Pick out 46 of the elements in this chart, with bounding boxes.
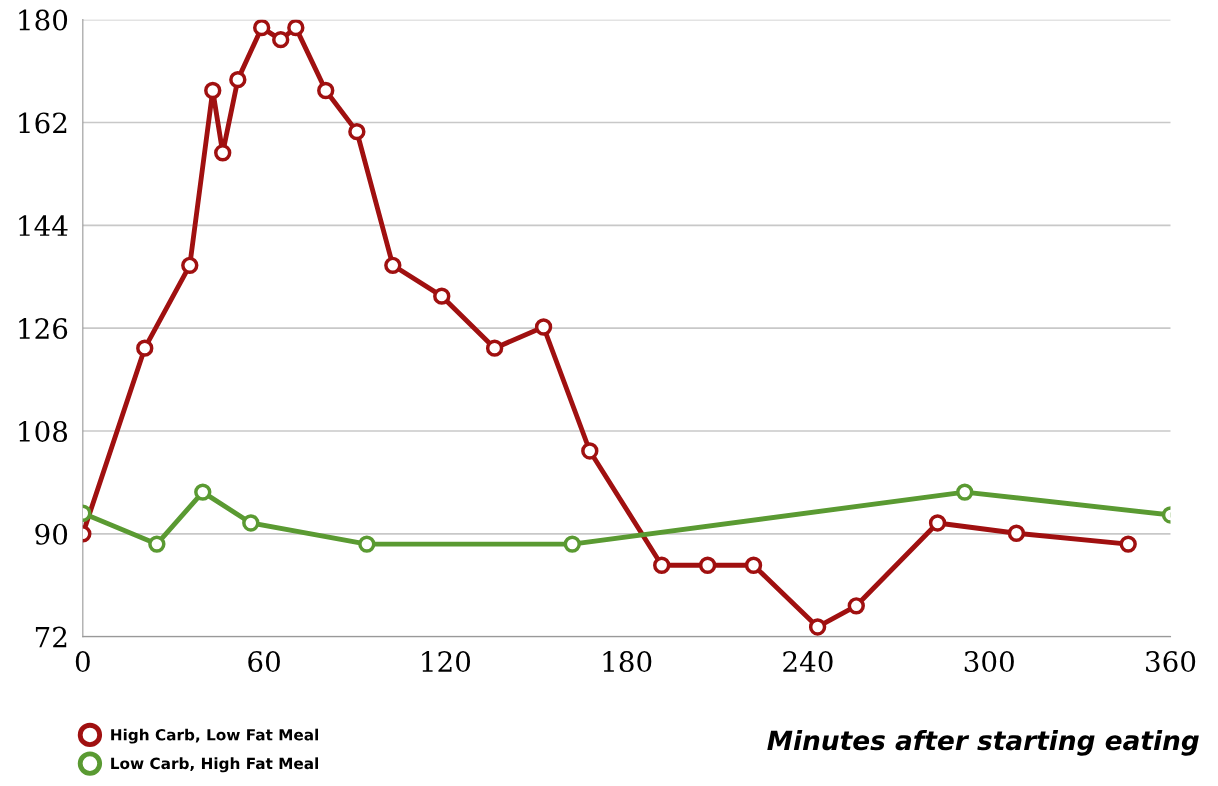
point	[348, 122, 366, 141]
point	[204, 81, 222, 100]
y-tick-label: 162	[19, 112, 67, 134]
point	[317, 81, 335, 100]
point	[563, 535, 581, 553]
point	[698, 556, 717, 574]
x-tick-label: 0	[75, 651, 90, 673]
point	[808, 618, 827, 636]
x-axis-title: Minutes after starting eating	[767, 729, 1199, 756]
point	[242, 514, 260, 532]
point	[194, 483, 212, 501]
point	[1119, 535, 1137, 553]
point	[214, 144, 232, 162]
point	[581, 442, 599, 460]
point	[433, 287, 451, 305]
point	[928, 514, 947, 532]
point	[384, 256, 402, 274]
point	[956, 483, 974, 501]
point	[534, 318, 553, 336]
point	[253, 19, 271, 37]
point	[229, 70, 247, 89]
legend-label: High Carb, Low Fat Meal	[111, 728, 319, 744]
point	[181, 256, 199, 274]
point	[1007, 524, 1026, 542]
y-tick-label: 144	[19, 215, 68, 236]
x-tick-label: 240	[783, 651, 833, 673]
point	[287, 19, 305, 37]
y-tick-label: 90	[35, 523, 68, 545]
x-tick-label: 300	[964, 651, 1014, 673]
legend-label: Low Carb, High Fat Meal	[111, 757, 319, 773]
y-tick-label: 180	[19, 9, 68, 31]
point	[136, 339, 154, 357]
x-tick-label: 360	[1146, 651, 1196, 673]
point	[847, 597, 865, 615]
point	[744, 556, 763, 574]
x-tick-label: 60	[248, 651, 280, 673]
y-tick-label: 72	[35, 626, 67, 648]
point	[653, 556, 671, 574]
y-tick-label: 126	[19, 318, 68, 340]
point	[485, 339, 504, 357]
point	[148, 535, 166, 553]
point	[358, 535, 376, 553]
x-tick-label: 180	[603, 651, 652, 673]
x-tick-label: 120	[422, 651, 471, 673]
y-tick-label: 108	[19, 420, 68, 442]
point	[272, 30, 290, 49]
